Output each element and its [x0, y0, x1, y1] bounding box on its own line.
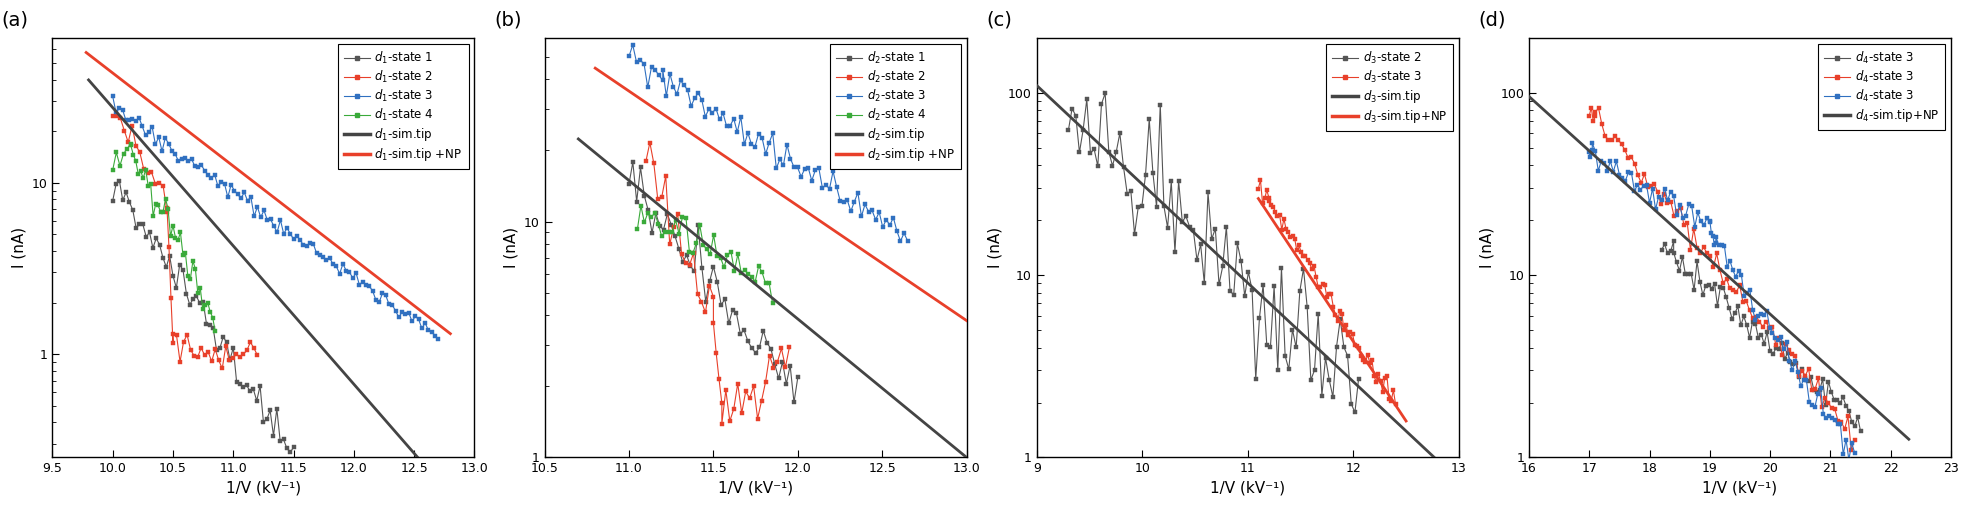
- Y-axis label: I (nA): I (nA): [12, 227, 26, 268]
- X-axis label: 1/V (kV⁻¹): 1/V (kV⁻¹): [717, 481, 794, 496]
- Y-axis label: I (nA): I (nA): [502, 227, 518, 268]
- Text: (c): (c): [987, 11, 1013, 29]
- X-axis label: 1/V (kV⁻¹): 1/V (kV⁻¹): [1210, 481, 1284, 496]
- X-axis label: 1/V (kV⁻¹): 1/V (kV⁻¹): [1702, 481, 1777, 496]
- Legend: $d_4$-state 3, $d_4$-state 3, $d_4$-state 3, $d_4$-sim.tip+NP: $d_4$-state 3, $d_4$-state 3, $d_4$-stat…: [1818, 44, 1944, 130]
- Legend: $d_3$-state 2, $d_3$-state 3, $d_3$-sim.tip, $d_3$-sim.tip+NP: $d_3$-state 2, $d_3$-state 3, $d_3$-sim.…: [1326, 44, 1454, 131]
- Legend: $d_1$-state 1, $d_1$-state 2, $d_1$-state 3, $d_1$-state 4, $d_1$-sim.tip, $d_1$: $d_1$-state 1, $d_1$-state 2, $d_1$-stat…: [339, 44, 469, 169]
- Text: (b): (b): [494, 11, 522, 29]
- X-axis label: 1/V (kV⁻¹): 1/V (kV⁻¹): [227, 481, 301, 496]
- Legend: $d_2$-state 1, $d_2$-state 2, $d_2$-state 3, $d_2$-state 4, $d_2$-sim.tip, $d_2$: $d_2$-state 1, $d_2$-state 2, $d_2$-stat…: [829, 44, 961, 169]
- Text: (d): (d): [1478, 11, 1505, 29]
- Y-axis label: I (nA): I (nA): [1479, 227, 1495, 268]
- Y-axis label: I (nA): I (nA): [987, 227, 1003, 268]
- Text: (a): (a): [2, 11, 30, 29]
